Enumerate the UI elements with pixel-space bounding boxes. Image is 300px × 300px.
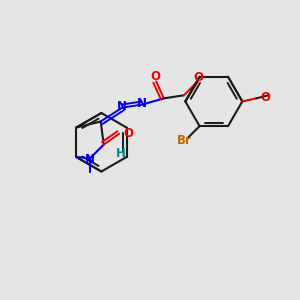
Text: O: O	[260, 91, 270, 104]
Text: O: O	[150, 70, 161, 83]
Text: N: N	[137, 97, 147, 110]
Text: N: N	[85, 153, 95, 166]
Text: H: H	[116, 147, 126, 160]
Text: O: O	[194, 71, 203, 84]
Text: N: N	[117, 100, 127, 113]
Text: O: O	[123, 127, 133, 140]
Text: Br: Br	[177, 134, 192, 147]
